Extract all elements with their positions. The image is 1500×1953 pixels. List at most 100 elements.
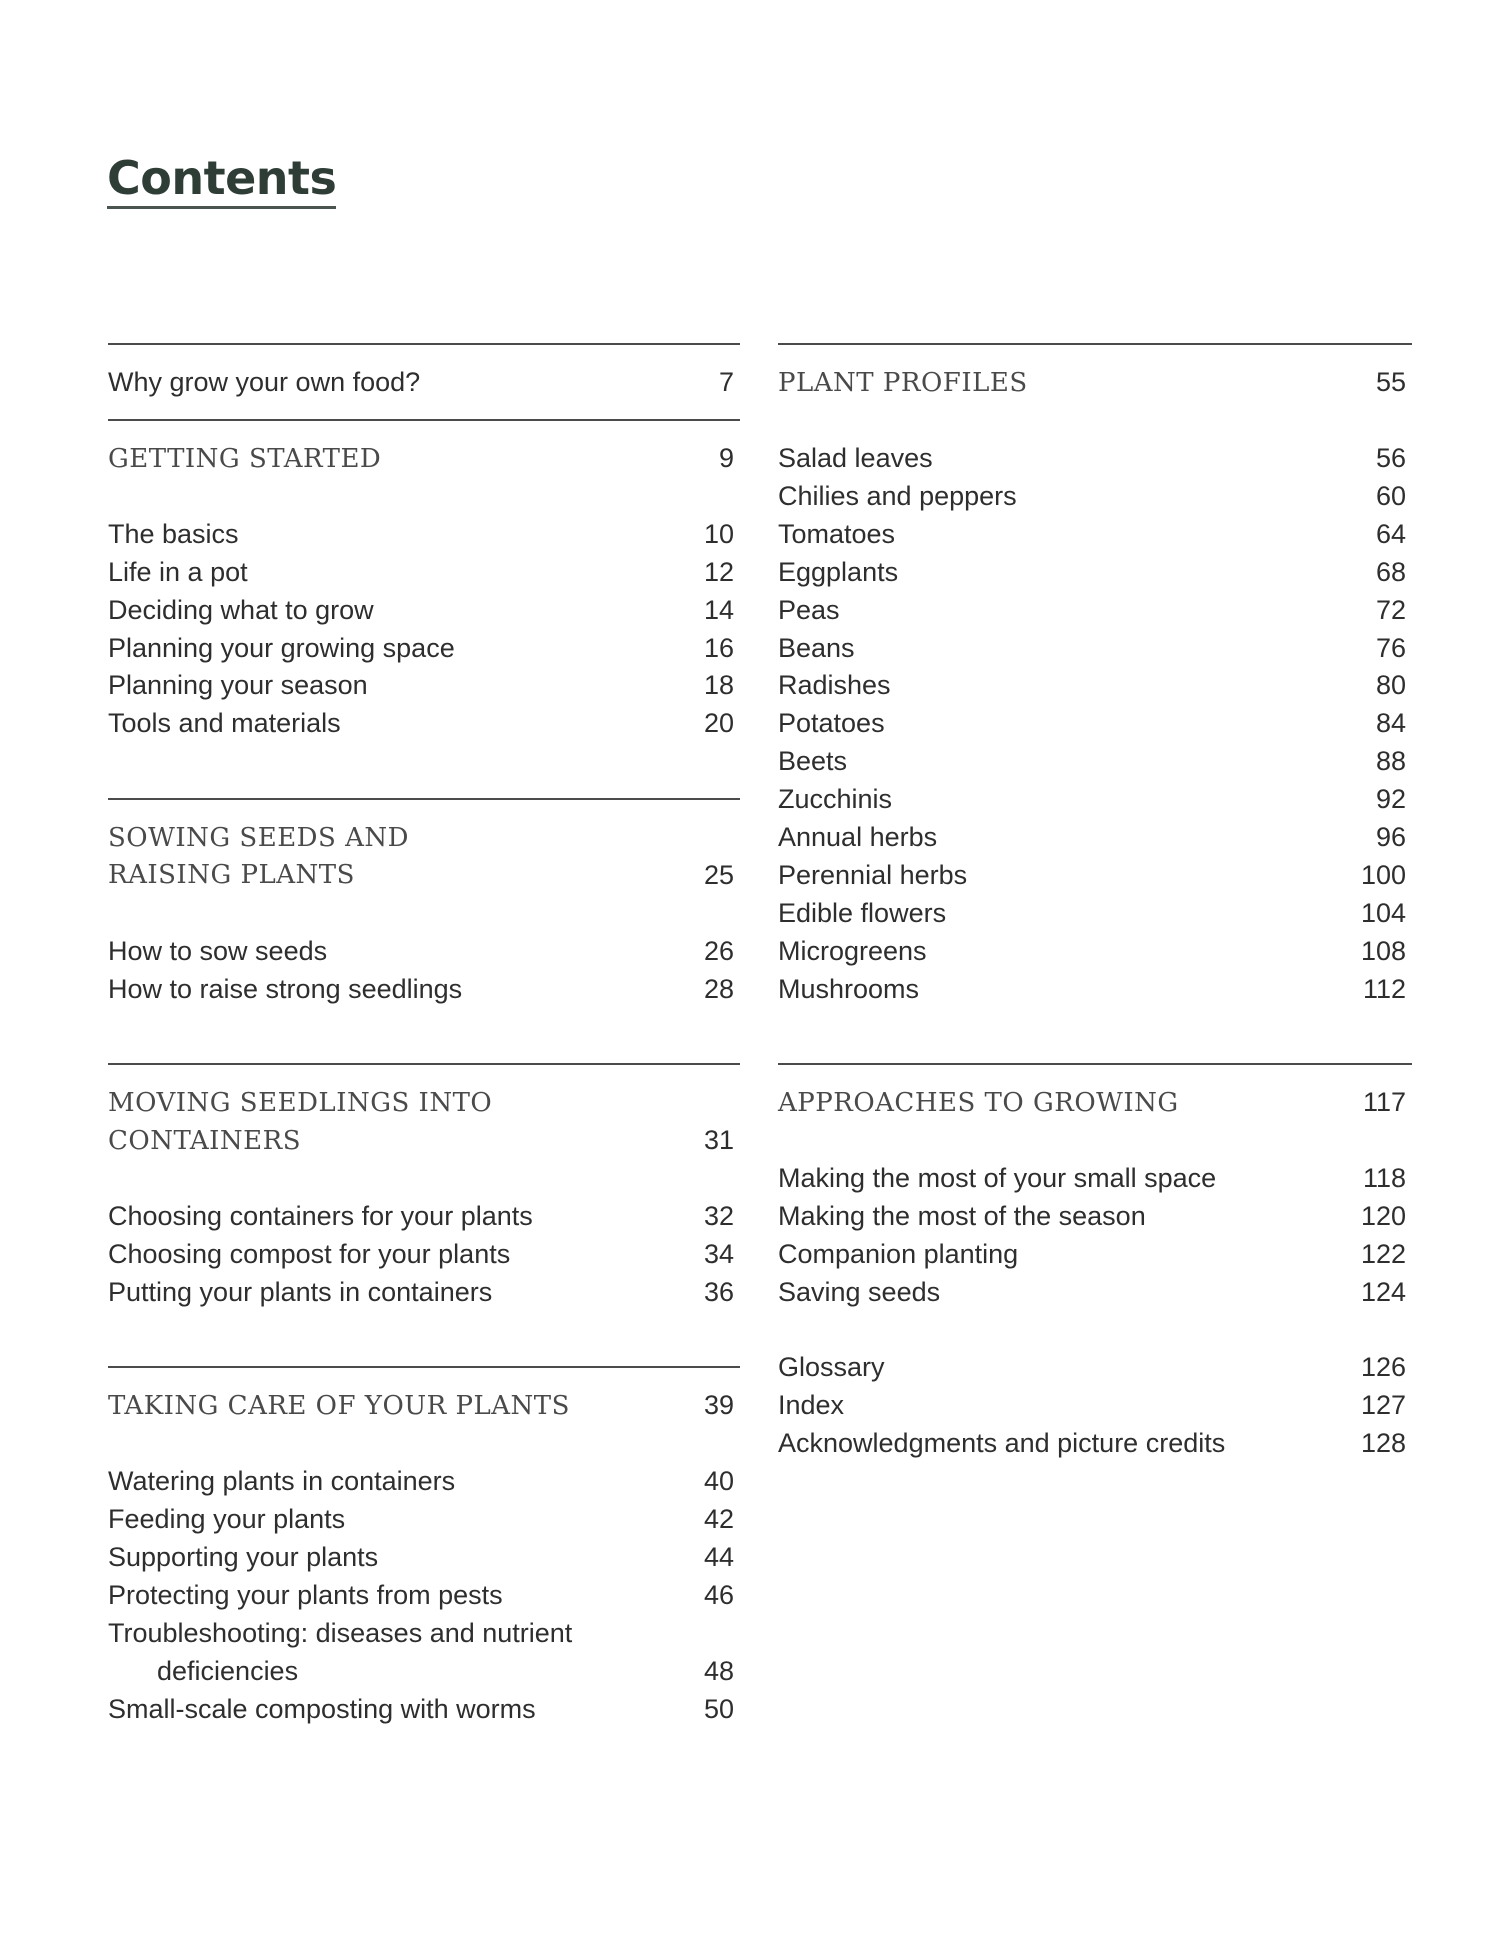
entry-page: 10 [703,518,734,549]
toc-entry[interactable]: Tools and materials 20 [108,705,740,743]
divider [778,1046,1412,1084]
entry-title: Why grow your own food? [108,367,421,398]
toc-entry[interactable]: Planning your growing space 16 [108,629,740,667]
section-heading[interactable]: TAKING CARE OF YOUR PLANTS 39 [108,1387,740,1425]
toc-entry[interactable]: The basics 10 [108,515,740,553]
entry-title: Companion planting [778,1238,1019,1269]
toc-entry[interactable]: Eggplants 68 [778,553,1412,591]
divider [778,326,1412,364]
toc-entry[interactable]: Salad leaves 56 [778,440,1412,478]
divider [108,1046,740,1084]
toc-entry[interactable]: Perennial herbs 100 [778,856,1412,894]
toc-entry-continued[interactable]: deficiencies 48 [108,1652,740,1690]
section-page: 39 [703,1390,734,1421]
toc-entry[interactable]: Planning your season 18 [108,667,740,705]
entry-page: 96 [1375,822,1406,853]
entry-page: 46 [703,1579,734,1610]
entry-title: How to sow seeds [108,935,328,966]
entry-page: 104 [1360,897,1406,928]
entry-page: 128 [1360,1428,1406,1459]
toc-entry[interactable]: Saving seeds 124 [778,1273,1412,1311]
entry-title: Planning your season [108,670,368,701]
toc-entry[interactable]: Beans 76 [778,629,1412,667]
entry-page: 124 [1360,1276,1406,1307]
section-title-line1: SOWING SEEDS AND [108,822,409,853]
entry-title: Life in a pot [108,556,248,587]
entry-page: 34 [703,1238,734,1269]
section-heading[interactable]: MOVING SEEDLINGS INTO [108,1084,740,1122]
toc-entry[interactable]: Beets 88 [778,743,1412,781]
entry-title: Chilies and peppers [778,481,1017,511]
section-page: 25 [703,859,734,890]
toc-entry[interactable]: Protecting your plants from pests 46 [108,1576,740,1614]
toc-entry[interactable]: Small-scale composting with worms 50 [108,1690,740,1728]
entry-title: The basics [108,518,239,549]
toc-entry[interactable]: Peas 72 [778,591,1412,629]
section-page: 31 [703,1125,734,1156]
toc-entry[interactable]: Why grow your own food? 7 [108,364,740,402]
toc-entry[interactable]: Making the most of your small space 118 [778,1160,1412,1198]
toc-entry[interactable]: How to sow seeds 26 [108,932,740,970]
toc-entry[interactable]: How to raise strong seedlings 28 [108,970,740,1008]
entry-title: Deciding what to grow [108,594,374,625]
entry-title: How to raise strong seedlings [108,973,463,1004]
toc-entry[interactable]: Feeding your plants 42 [108,1501,740,1539]
section-heading-continued[interactable]: CONTAINERS 31 [108,1122,740,1160]
section-heading-continued[interactable]: RAISING PLANTS 25 [108,856,740,894]
section-heading[interactable]: APPROACHES TO GROWING 117 [778,1084,1412,1122]
entry-page: 16 [703,632,734,663]
toc-entry[interactable]: Microgreens 108 [778,932,1412,970]
toc-entry[interactable]: Deciding what to grow 14 [108,591,740,629]
toc-entry[interactable]: Zucchinis 92 [778,781,1412,819]
divider [108,402,740,440]
section-heading[interactable]: GETTING STARTED 9 [108,440,740,478]
toc-entry[interactable]: Chilies and peppers 60 [778,478,1412,516]
toc-entry[interactable]: Acknowledgments and picture credits 128 [778,1425,1412,1463]
entry-title: Small-scale composting with worms [108,1693,536,1724]
toc-entry[interactable]: Mushrooms 112 [778,970,1412,1008]
toc-entry[interactable]: Potatoes 84 [778,705,1412,743]
toc-entry[interactable]: Making the most of the season 120 [778,1197,1412,1235]
section-page: 117 [1362,1087,1406,1118]
entry-page: 80 [1375,670,1406,701]
entry-page: 18 [703,670,734,701]
entry-page: 32 [703,1200,734,1231]
entry-page: 20 [703,708,734,739]
entry-page: 72 [1375,594,1406,625]
section-title: GETTING STARTED [108,443,382,474]
toc-entry[interactable]: Troubleshooting: diseases and nutrient [108,1614,740,1652]
entry-page: 84 [1375,708,1406,739]
entry-title: Feeding your plants [108,1504,346,1535]
toc-entry[interactable]: Watering plants in containers 40 [108,1463,740,1501]
entry-title: Watering plants in containers [108,1466,456,1497]
toc-entry[interactable]: Tomatoes 64 [778,515,1412,553]
entry-title: Glossary [778,1352,885,1383]
toc-entry[interactable]: Supporting your plants 44 [108,1539,740,1577]
entry-title: Potatoes [778,708,885,739]
entry-page: 126 [1360,1352,1406,1383]
toc-entry[interactable]: Glossary 126 [778,1349,1412,1387]
toc-entry[interactable]: Annual herbs 96 [778,819,1412,857]
toc-entry[interactable]: Edible flowers 104 [778,894,1412,932]
section-heading[interactable]: SOWING SEEDS AND [108,819,740,857]
entry-page: 50 [703,1693,734,1724]
entry-page: 64 [1375,518,1406,549]
entry-title: Beets [778,746,848,777]
entry-page: 36 [703,1276,734,1307]
toc-entry[interactable]: Life in a pot 12 [108,553,740,591]
toc-entry[interactable]: Index 127 [778,1387,1412,1425]
section-page: 9 [718,443,734,474]
entry-page: 100 [1360,859,1406,890]
toc-entry[interactable]: Choosing containers for your plants 32 [108,1197,740,1235]
entry-page: 26 [703,935,734,966]
entry-page: 127 [1360,1390,1406,1421]
toc-entry[interactable]: Choosing compost for your plants 34 [108,1235,740,1273]
section-heading[interactable]: PLANT PROFILES 55 [778,364,1412,402]
entry-title: Salad leaves [778,443,933,474]
toc-entry[interactable]: Companion planting 122 [778,1235,1412,1273]
contents-left-column: Why grow your own food? 7 GETTING STARTED… [108,326,740,1728]
toc-entry[interactable]: Radishes 80 [778,667,1412,705]
section-title: TAKING CARE OF YOUR PLANTS [108,1390,570,1421]
entry-title: Making the most of your small space [778,1163,1217,1194]
toc-entry[interactable]: Putting your plants in containers 36 [108,1273,740,1311]
